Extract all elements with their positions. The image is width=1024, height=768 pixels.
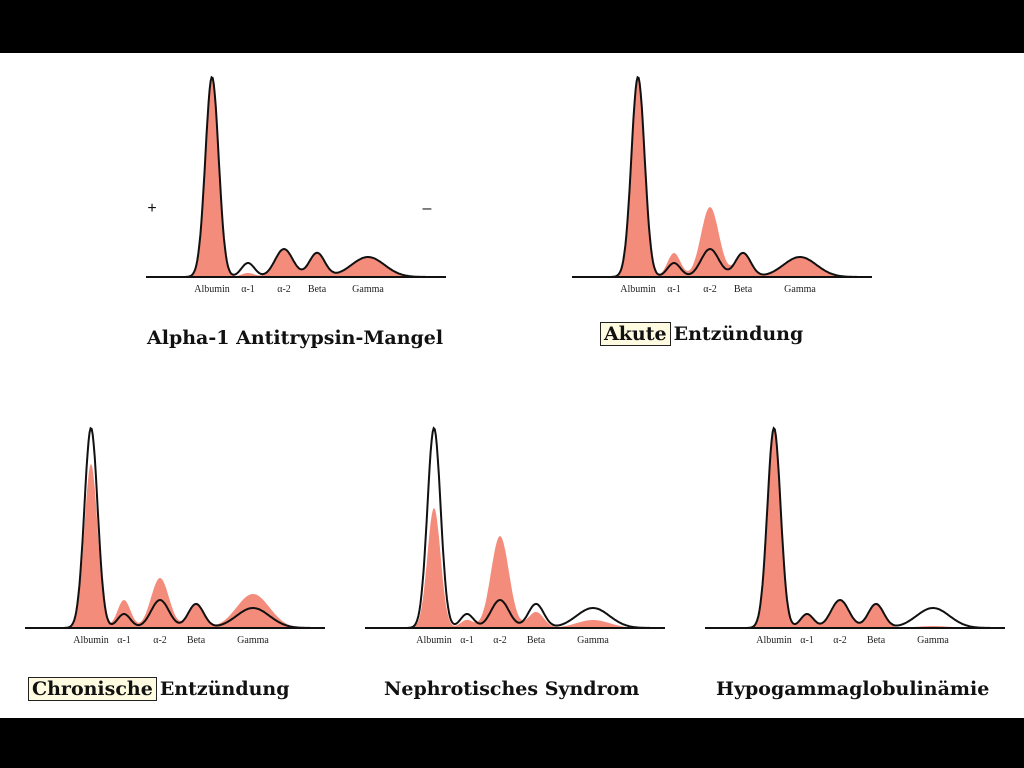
caption-chronische-highlight: Chronische [28,677,157,701]
slide: + – Albumin α-1 α-2 Beta Gamma Albumin α-1 α-2 B… [0,53,1024,718]
electrophoresis-plots: + – Albumin α-1 α-2 Beta Gamma Albumin α-1 α-2 B… [25,75,1005,646]
chart-panel-1: Albumin α-1 α-2 Beta Gamma [146,75,446,295]
pathological-profile-area [404,508,650,628]
pathological-profile-area [744,428,990,628]
fraction-label: α-2 [833,635,847,646]
plus-sign: + [147,200,156,217]
fraction-label: α-2 [493,635,507,646]
fraction-label: Gamma [237,635,269,646]
caption-chronische: Chronische Entzündung [28,676,290,702]
minus-sign: – [423,200,432,217]
fraction-label: Albumin [620,284,656,295]
normal-profile-outline [744,426,990,629]
fraction-label: α-2 [153,635,167,646]
normal-profile-outline [404,426,650,629]
fraction-label: Beta [867,635,886,646]
fraction-label: Beta [734,284,753,295]
fraction-label: Beta [308,284,327,295]
caption-akute: Akute Entzündung [600,321,803,347]
caption-chronische-rest: Entzündung [159,678,290,700]
fraction-label: Gamma [352,284,384,295]
fraction-label: Albumin [756,635,792,646]
chart-panel-3: Albumin α-1 α-2 Beta Gamma [25,426,325,646]
fraction-label: α-1 [241,284,255,295]
fraction-label: Gamma [917,635,949,646]
fraction-label: α-1 [460,635,474,646]
normal-profile-outline [63,426,310,629]
normal-profile-outline [184,75,431,278]
fraction-label: Beta [187,635,206,646]
chart-panel-2: Albumin α-1 α-2 Beta Gamma [572,75,872,295]
caption-akute-highlight: Akute [600,322,671,346]
fraction-label: α-1 [800,635,814,646]
fraction-label: Albumin [416,635,452,646]
pathological-profile-area [611,77,857,277]
fraction-label: Albumin [73,635,109,646]
pathological-profile-area [64,464,310,628]
fraction-label: α-1 [117,635,131,646]
pathological-profile-area [185,77,431,277]
caption-nephrotisch: Nephrotisches Syndrom [384,678,640,700]
fraction-label: Beta [527,635,546,646]
fraction-label: Albumin [194,284,230,295]
fraction-label: Gamma [577,635,609,646]
caption-hypogamma: Hypogammaglobulinämie [716,678,990,700]
fraction-label: α-1 [667,284,681,295]
caption-alpha1: Alpha-1 Antitrypsin-Mangel [147,327,444,349]
caption-akute-rest: Entzündung [673,323,804,345]
normal-profile-outline [610,75,857,278]
chart-panel-5: Albumin α-1 α-2 Beta Gamma [705,426,1005,646]
fraction-label: α-2 [277,284,291,295]
fraction-label: Gamma [784,284,816,295]
fraction-label: α-2 [703,284,717,295]
chart-panel-4: Albumin α-1 α-2 Beta Gamma [365,426,665,646]
